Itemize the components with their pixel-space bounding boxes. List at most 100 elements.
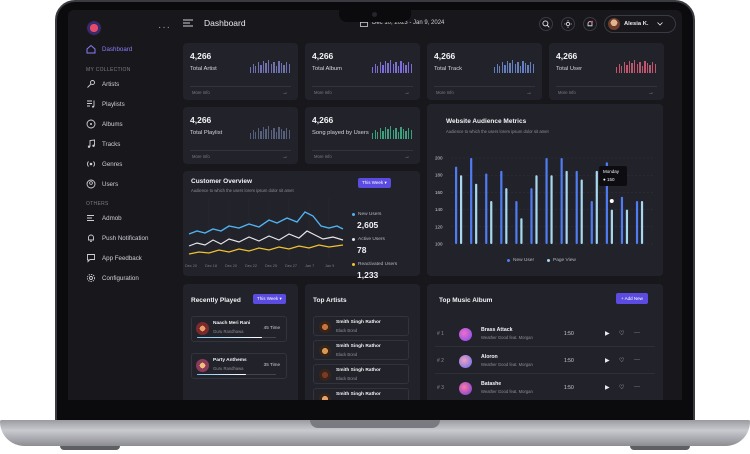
arrow-right-icon[interactable]: → <box>404 90 410 96</box>
list-item[interactable]: Party Anthems Guru Randhawa 35 Time <box>191 353 287 379</box>
spark-bar <box>400 127 402 139</box>
arrow-right-icon[interactable]: → <box>526 90 532 96</box>
bar-new-user[interactable] <box>485 173 488 244</box>
spark-bar <box>397 66 400 73</box>
sidebar-item-dashboard[interactable]: Dashboard <box>86 44 132 54</box>
bar-new-user[interactable] <box>455 166 458 244</box>
list-item[interactable]: Smith Singh Rathor <box>313 388 409 400</box>
sidebar-item-label: Tracks <box>102 140 121 148</box>
bar-new-user[interactable] <box>515 201 518 244</box>
legend-item: New Users <box>352 212 381 217</box>
more-options-icon[interactable]: ··· <box>158 22 171 33</box>
bar-page-view[interactable] <box>610 209 613 244</box>
arrow-right-icon[interactable]: → <box>404 154 410 160</box>
theme-toggle-button[interactable] <box>561 17 575 31</box>
sidebar-item-configuration[interactable]: Configuration <box>86 273 139 283</box>
sidebar-item-users[interactable]: Users <box>86 179 118 189</box>
bar-page-view[interactable] <box>625 209 629 244</box>
heart-icon[interactable]: ♡ <box>619 331 625 337</box>
y-tick-label: 140 <box>435 207 443 212</box>
spark-bar <box>626 65 628 73</box>
arrow-right-icon[interactable]: → <box>282 90 288 96</box>
avatar <box>608 18 620 30</box>
more-options-icon[interactable]: ··· <box>634 330 640 336</box>
list-item[interactable]: Smith Singh Rathor Black Bond <box>313 340 409 360</box>
more-info-link[interactable]: More Info <box>314 90 332 95</box>
more-options-icon[interactable]: ··· <box>634 357 640 363</box>
bar-page-view[interactable] <box>580 179 583 245</box>
bar-new-user[interactable] <box>590 201 593 244</box>
notifications-button[interactable] <box>583 17 597 31</box>
date-range-picker[interactable]: Dec 10, 2023 - Jan 9, 2024 <box>372 20 445 26</box>
more-info-link[interactable]: More Info <box>192 90 210 95</box>
bar-new-user[interactable] <box>530 188 533 244</box>
bar-page-view[interactable] <box>550 175 553 244</box>
spark-bar <box>519 66 522 73</box>
spark-bar <box>402 63 405 73</box>
bar-page-view[interactable] <box>595 170 598 244</box>
bar-new-user[interactable] <box>560 158 563 244</box>
sidebar-item-app-feedback[interactable]: App Feedback <box>86 253 142 263</box>
more-options-icon[interactable]: ··· <box>634 384 640 390</box>
add-new-button[interactable]: + Add New <box>616 293 648 304</box>
spark-bar <box>517 62 519 73</box>
sidebar-item-admob[interactable]: Admob <box>86 213 122 223</box>
bar-page-view[interactable] <box>535 175 538 244</box>
bar-new-user[interactable] <box>470 158 473 244</box>
search-button[interactable] <box>539 17 553 31</box>
more-info-link[interactable]: More Info <box>558 90 576 95</box>
more-info-link[interactable]: More Info <box>436 90 454 95</box>
legend-label: Reactivated Users <box>358 262 398 267</box>
bell-icon <box>587 20 594 27</box>
user-icon <box>86 179 96 189</box>
laptop-foot-right <box>630 446 690 450</box>
spark-bar <box>506 61 509 73</box>
bar-new-user[interactable] <box>635 201 639 244</box>
week-filter-dropdown[interactable]: This Week ▾ <box>358 178 391 188</box>
list-item[interactable]: Naach Meri Rani Guru Randhawa 45 Time <box>191 316 287 342</box>
play-icon[interactable]: ▶ <box>605 331 610 337</box>
sidebar-item-artists[interactable]: Artists <box>86 79 119 89</box>
bar-page-view[interactable] <box>565 170 568 244</box>
menu-icon[interactable] <box>183 19 193 27</box>
arrow-right-icon[interactable]: → <box>648 90 654 96</box>
arrow-right-icon[interactable]: → <box>282 154 288 160</box>
heart-icon[interactable]: ♡ <box>619 385 625 391</box>
customer-line-chart <box>188 198 344 258</box>
sidebar-item-tracks[interactable]: Tracks <box>86 139 120 149</box>
bar-page-view[interactable] <box>490 201 493 244</box>
spark-bar <box>408 128 410 139</box>
table-row[interactable]: # 3 Batashe Weather Good feat. Morgan 1:… <box>435 377 655 400</box>
bar-new-user[interactable] <box>620 196 624 244</box>
sidebar-item-playlists[interactable]: Playlists <box>86 99 125 109</box>
bar-page-view[interactable] <box>520 218 523 244</box>
week-filter-dropdown[interactable]: This Week ▾ <box>253 294 286 304</box>
search-icon <box>542 20 550 28</box>
bar-page-view[interactable] <box>640 201 644 244</box>
legend-new-user: New User <box>507 258 534 263</box>
bar-new-user[interactable] <box>500 170 503 244</box>
table-row[interactable]: # 1 Brass Attack Weather Good feat. Morg… <box>435 323 655 347</box>
artist-avatar <box>319 393 331 400</box>
spark-bar <box>273 128 275 139</box>
bar-page-view[interactable] <box>460 175 463 244</box>
sidebar-item-label: Artists <box>102 80 120 88</box>
play-icon[interactable]: ▶ <box>605 358 610 364</box>
bar-new-user[interactable] <box>575 170 578 244</box>
list-item[interactable]: Smith Singh Rathor Black Bond <box>313 316 409 336</box>
bar-page-view[interactable] <box>475 183 478 244</box>
bar-new-user[interactable] <box>545 158 548 244</box>
sidebar-item-push-notification[interactable]: Push Notification <box>86 233 148 243</box>
spark-bar <box>252 130 254 139</box>
more-info-link[interactable]: More Info <box>314 154 332 159</box>
play-icon[interactable]: ▶ <box>605 385 610 391</box>
sidebar-item-genres[interactable]: Genres <box>86 159 122 169</box>
sidebar-item-albums[interactable]: Albums <box>86 119 123 129</box>
heart-icon[interactable]: ♡ <box>619 358 625 364</box>
table-row[interactable]: # 2 Aloron Weather Good feat. Morgan 1:5… <box>435 350 655 374</box>
bar-page-view[interactable] <box>505 188 508 244</box>
more-info-link[interactable]: More Info <box>192 154 210 159</box>
list-item[interactable]: Smith Singh Rathor Black Bond <box>313 364 409 384</box>
user-menu[interactable]: Alesia K. <box>604 15 676 33</box>
legend-dot <box>507 259 510 262</box>
